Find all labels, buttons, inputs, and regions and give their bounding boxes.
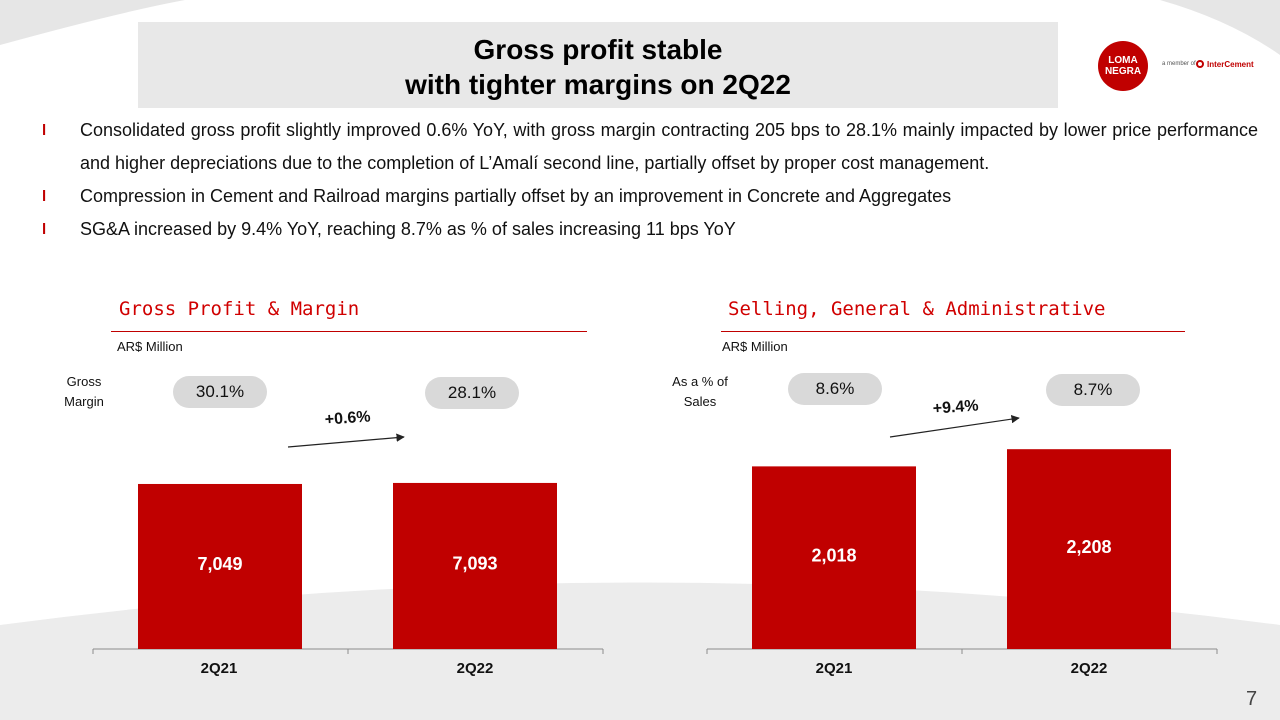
sga-side-label-line-1: As a % of (672, 374, 728, 389)
bullet-marker: l (42, 221, 47, 238)
sga-growth-arrow (889, 414, 1020, 438)
gross-margin-pill-2q21: 30.1% (173, 376, 267, 408)
gross-profit-value-label: 7,049 (197, 554, 242, 574)
sga-side-label-line-2: Sales (683, 394, 717, 409)
gross-profit-value-label: 7,093 (452, 553, 497, 573)
loma-negra-logo: LOMA NEGRA (1098, 41, 1148, 91)
bullet-marker: l (42, 188, 47, 205)
gross-profit-bar-2q21 (138, 483, 302, 649)
sga-ratio-pill-2q21: 8.6% (788, 373, 882, 405)
sga-unit: AR$ Million (722, 339, 788, 354)
intercement-mark-icon (1196, 60, 1204, 68)
gross-profit-growth-arrow (287, 433, 405, 448)
gross-margin-side-label: Gross Margin (56, 372, 112, 412)
gross-margin-pill-2q22: 28.1% (425, 377, 519, 409)
bullet-text: Consolidated gross profit slightly impro… (80, 120, 1258, 173)
logo-parent-brand: InterCement (1207, 60, 1254, 69)
bullet-item: l SG&A increased by 9.4% YoY, reaching 8… (40, 213, 1258, 246)
gross-profit-category-label: 2Q22 (457, 660, 494, 677)
bullet-text: SG&A increased by 9.4% YoY, reaching 8.7… (80, 219, 736, 239)
gross-profit-chart-title: Gross Profit & Margin (119, 298, 360, 320)
company-logo: LOMA NEGRA a member of InterCement (1096, 41, 1256, 93)
sga-side-label: As a % of Sales (664, 372, 736, 412)
sga-category-label: 2Q21 (816, 660, 853, 677)
page-title-line-1: Gross profit stable (473, 34, 723, 65)
gross-margin-side-label-line-1: Gross (66, 374, 102, 389)
bullet-item: l Consolidated gross profit slightly imp… (40, 114, 1258, 180)
sga-chart-title: Selling, General & Administrative (728, 298, 1106, 320)
logo-member-text: a member of (1162, 61, 1196, 67)
gross-profit-category-label: 2Q21 (201, 660, 238, 677)
sga-bar-2q22 (1007, 449, 1171, 649)
sga-bar-2q21 (752, 466, 916, 649)
page-title-line-2: with tighter margins on 2Q22 (405, 69, 791, 100)
bullet-marker: l (42, 122, 47, 139)
bullet-item: l Compression in Cement and Railroad mar… (40, 180, 1258, 213)
bullet-list: l Consolidated gross profit slightly imp… (40, 114, 1258, 246)
bullet-text: Compression in Cement and Railroad margi… (80, 186, 952, 206)
sga-growth-label: +9.4% (932, 397, 979, 417)
sga-value-label: 2,018 (811, 545, 856, 565)
sga-category-label: 2Q22 (1071, 660, 1108, 677)
sga-title-rule (721, 331, 1185, 332)
gross-profit-title-rule (111, 331, 587, 332)
page-title: Gross profit stable with tighter margins… (138, 32, 1058, 102)
sga-value-label: 2,208 (1066, 537, 1111, 557)
sga-ratio-pill-2q22: 8.7% (1046, 374, 1140, 406)
gross-profit-bar-2q22 (393, 482, 557, 649)
gross-profit-unit: AR$ Million (117, 339, 183, 354)
logo-brand-line-1: LOMA (1108, 55, 1138, 66)
gross-profit-growth-label: +0.6% (324, 408, 371, 428)
gross-margin-side-label-line-2: Margin (64, 394, 104, 409)
page-number: 7 (1246, 688, 1258, 710)
logo-brand-line-2: NEGRA (1104, 66, 1142, 77)
title-band (138, 22, 1058, 108)
